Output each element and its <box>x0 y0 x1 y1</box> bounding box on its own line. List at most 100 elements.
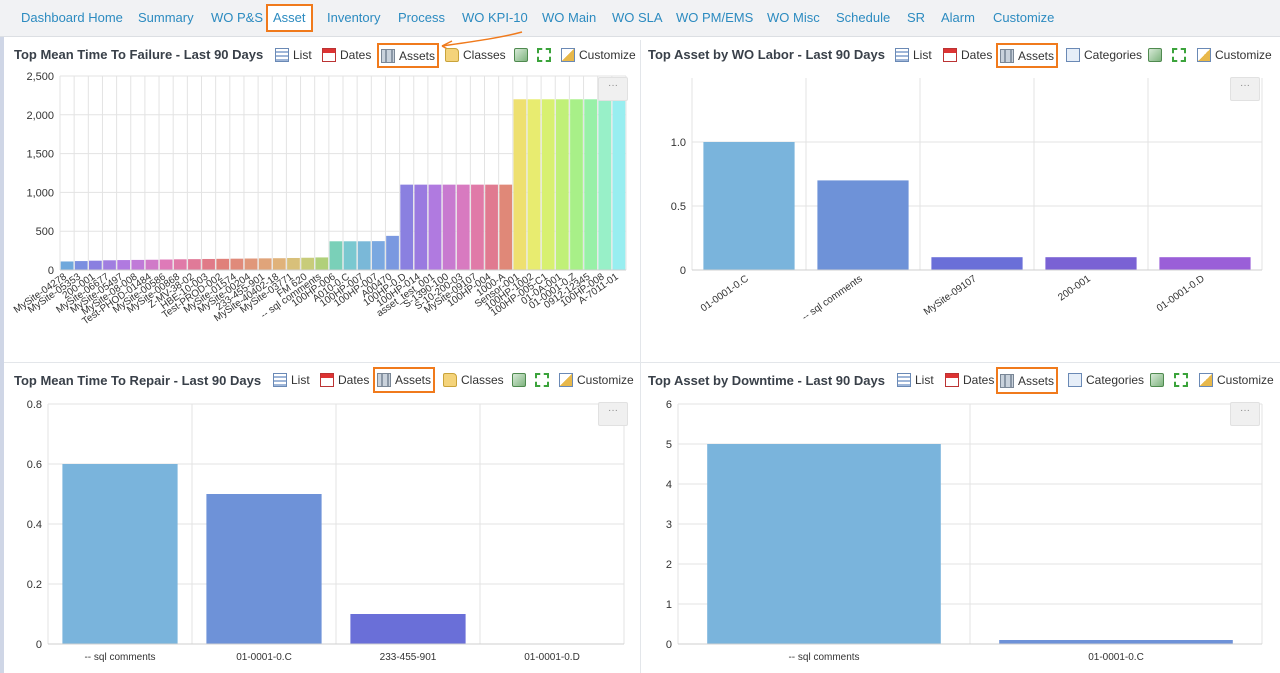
classes-button[interactable]: Classes <box>445 44 506 66</box>
chart-menu-button[interactable]: ··· <box>1230 402 1260 426</box>
bar <box>131 259 145 270</box>
chart-wo-labor: 0 0.5 1.0 01-0001-0.C -- sql comments MySite-… <box>642 68 1278 360</box>
x-tick-label: -- sql comments <box>84 652 155 663</box>
customize-button[interactable]: Customize <box>1199 369 1274 391</box>
left-edge-strip <box>0 37 4 673</box>
building-icon <box>381 48 395 63</box>
chart-menu-button[interactable]: ··· <box>598 402 628 426</box>
x-tick-label: MySite-09107 <box>922 273 979 318</box>
bar <box>350 614 466 644</box>
bar <box>414 184 428 270</box>
customize-button[interactable]: Customize <box>559 369 634 391</box>
bar <box>527 99 541 270</box>
categories-button[interactable]: Categories <box>1068 369 1144 391</box>
assets-button[interactable]: Assets <box>373 367 436 393</box>
expand-button[interactable] <box>1174 369 1192 391</box>
x-tick-label: 01-0001-0.C <box>699 273 751 314</box>
dates-button[interactable]: Dates <box>320 369 369 391</box>
folder-icon <box>445 48 459 62</box>
bar <box>62 464 178 644</box>
export-button[interactable] <box>514 44 532 66</box>
dates-button[interactable]: Dates <box>943 44 992 66</box>
categories-button[interactable]: Categories <box>1066 44 1142 66</box>
bar <box>230 258 244 270</box>
nav-tab-dashboard-home[interactable]: Dashboard Home <box>21 10 123 25</box>
nav-tab-sr[interactable]: SR <box>907 10 926 25</box>
bar <box>159 259 173 270</box>
list-button[interactable]: List <box>895 44 932 66</box>
chart-wo-labor-svg: 0 0.5 1.0 01-0001-0.C -- sql comments MySite-… <box>671 78 1263 323</box>
list-button[interactable]: List <box>275 44 312 66</box>
export-button[interactable] <box>1148 44 1166 66</box>
list-icon <box>275 48 289 62</box>
y-tick-label: 3 <box>666 519 672 531</box>
assets-button[interactable]: Assets <box>996 43 1059 68</box>
chart-downtime: 0 1 2 3 4 5 6 -- sql comments 01-0001-0.C ··· <box>642 394 1278 673</box>
classes-button[interactable]: Classes <box>443 369 504 391</box>
chart-mttf-svg: 05001,0001,5002,0002,500MySite-04278MySi… <box>12 71 627 327</box>
export-button[interactable] <box>512 369 530 391</box>
y-tick-label: 0 <box>48 265 54 277</box>
bar <box>707 444 941 644</box>
export-icon <box>514 48 528 62</box>
bar <box>216 258 230 270</box>
nav-tab-alarm[interactable]: Alarm <box>941 10 975 25</box>
bar <box>357 241 371 270</box>
list-button[interactable]: List <box>897 369 934 391</box>
nav-tab-wo-main[interactable]: WO Main <box>542 10 597 25</box>
nav-tab-summary[interactable]: Summary <box>138 10 194 25</box>
chart-downtime-svg: 0 1 2 3 4 5 6 -- sql comments 01-0001-0.C <box>666 399 1263 663</box>
y-tick-label: 6 <box>666 399 672 411</box>
nav-tab-wo-pm-ems[interactable]: WO PM/EMS <box>676 10 754 25</box>
list-button[interactable]: List <box>273 369 310 391</box>
y-tick-label: 0.4 <box>27 519 42 531</box>
bar <box>206 494 322 644</box>
nav-tab-wo-ps[interactable]: WO P&S <box>211 10 264 25</box>
assets-button[interactable]: Assets <box>996 367 1059 394</box>
expand-button[interactable] <box>537 44 555 66</box>
y-tick-label: 500 <box>36 226 54 238</box>
bar <box>315 257 329 270</box>
panel-divider-horizontal <box>4 362 1280 363</box>
nav-tab-asset[interactable]: Asset <box>266 4 313 32</box>
bar <box>329 241 343 270</box>
list-icon <box>273 373 287 387</box>
bar <box>428 184 442 270</box>
chart-menu-button[interactable]: ··· <box>598 77 628 101</box>
nav-tab-wo-misc[interactable]: WO Misc <box>767 10 820 25</box>
expand-button[interactable] <box>535 369 553 391</box>
customize-icon <box>559 373 573 387</box>
chart-menu-button[interactable]: ··· <box>1230 77 1260 101</box>
bar <box>456 184 470 270</box>
bar <box>598 99 612 270</box>
nav-tab-customize[interactable]: Customize <box>993 10 1055 25</box>
x-tick-label: 233-455-901 <box>380 652 437 663</box>
assets-button[interactable]: Assets <box>377 43 440 68</box>
customize-button[interactable]: Customize <box>561 44 636 66</box>
bar <box>555 99 569 270</box>
y-tick-label: 2,000 <box>26 110 54 122</box>
bar <box>612 99 626 270</box>
y-tick-label: 0.6 <box>27 459 42 471</box>
bar <box>244 258 258 270</box>
customize-button[interactable]: Customize <box>1197 44 1272 66</box>
dates-button[interactable]: Dates <box>322 44 371 66</box>
bar <box>287 257 300 270</box>
calendar-icon <box>945 373 959 387</box>
x-tick-label: -- sql comments <box>800 273 865 323</box>
nav-tab-wo-kpi-10[interactable]: WO KPI-10 <box>462 10 528 25</box>
bar <box>584 99 597 270</box>
calendar-icon <box>320 373 334 387</box>
nav-tab-inventory[interactable]: Inventory <box>327 10 381 25</box>
dates-button[interactable]: Dates <box>945 369 994 391</box>
bar <box>372 241 385 270</box>
chart-mttr: 0 0.2 0.4 0.6 0.8 -- sql comments 01-0001-0.C 2… <box>4 394 636 673</box>
y-tick-label: 0.5 <box>671 201 686 213</box>
nav-tab-process[interactable]: Process <box>398 10 445 25</box>
export-button[interactable] <box>1150 369 1168 391</box>
expand-button[interactable] <box>1172 44 1190 66</box>
y-tick-label: 0 <box>666 639 672 651</box>
nav-tab-schedule[interactable]: Schedule <box>836 10 891 25</box>
calendar-icon <box>322 48 336 62</box>
nav-tab-wo-sla[interactable]: WO SLA <box>612 10 663 25</box>
